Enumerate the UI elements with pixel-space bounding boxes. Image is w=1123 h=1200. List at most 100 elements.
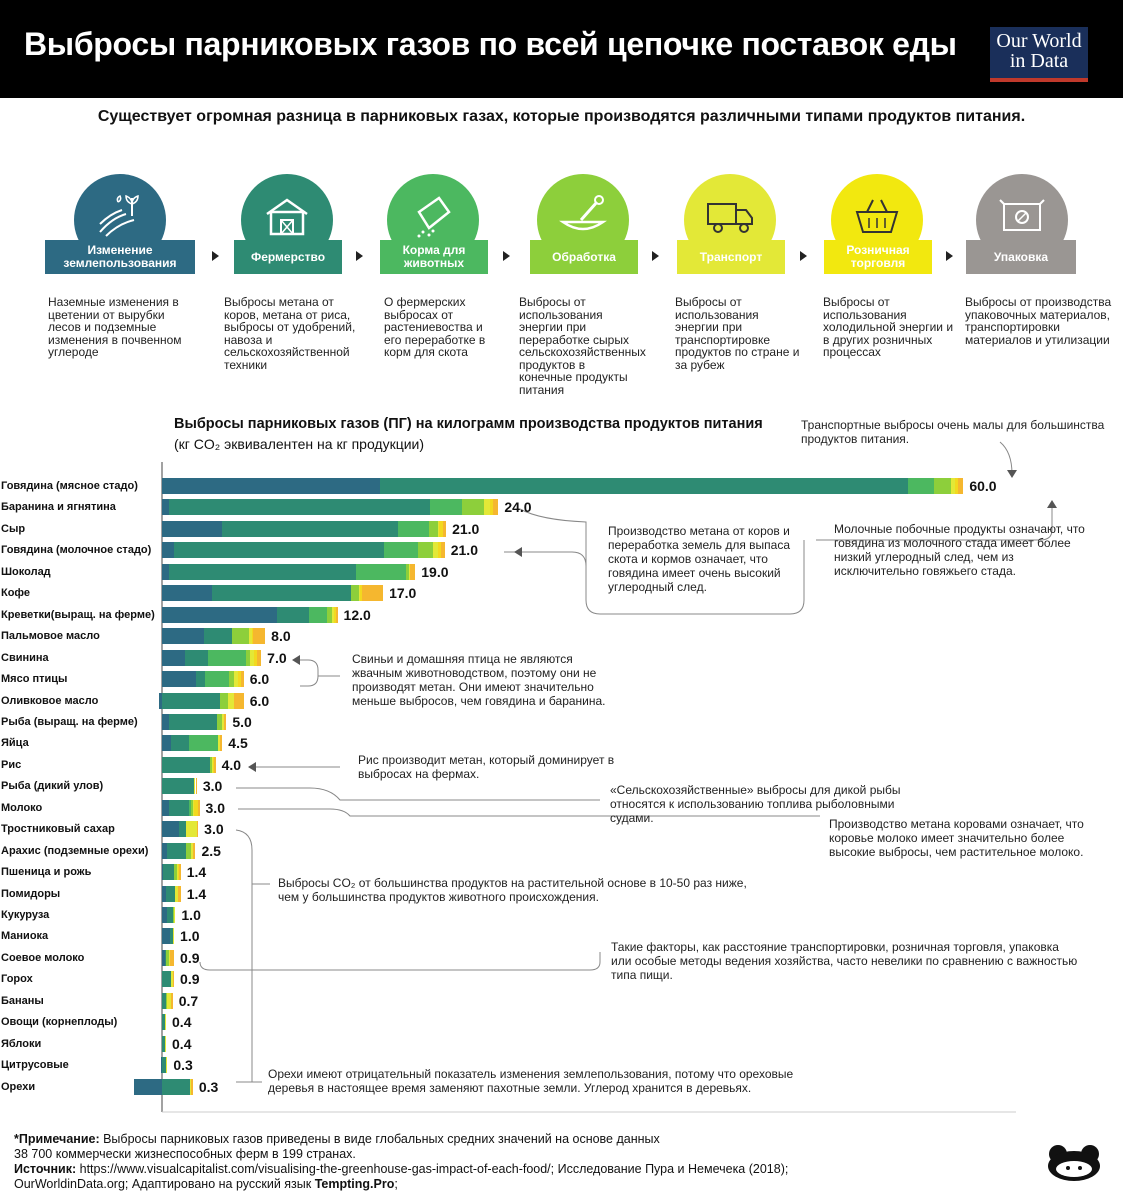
bar-segment[interactable] xyxy=(168,499,430,516)
bar-segment[interactable] xyxy=(191,1078,193,1095)
bar-segment[interactable] xyxy=(186,821,197,838)
bar-segment[interactable] xyxy=(195,671,205,688)
bar-segment[interactable] xyxy=(162,563,169,580)
bar-segment[interactable] xyxy=(164,949,166,966)
bar-segment[interactable] xyxy=(955,478,958,494)
bar-segment[interactable] xyxy=(179,864,181,881)
bar-segment[interactable] xyxy=(222,520,398,537)
bar-segment[interactable] xyxy=(443,520,447,537)
bar-segment[interactable] xyxy=(234,692,244,709)
bar-segment[interactable] xyxy=(162,649,185,666)
bar-segment[interactable] xyxy=(336,606,338,623)
bar-segment[interactable] xyxy=(222,713,224,730)
bar-segment[interactable] xyxy=(168,949,171,966)
bar-segment[interactable] xyxy=(162,864,164,881)
bar-segment[interactable] xyxy=(162,713,169,730)
bar-segment[interactable] xyxy=(194,799,199,816)
bar-segment[interactable] xyxy=(490,499,493,516)
bar-segment[interactable] xyxy=(162,671,196,688)
bar-segment[interactable] xyxy=(162,907,168,923)
bar-segment[interactable] xyxy=(250,649,255,666)
bar-segment[interactable] xyxy=(462,499,484,516)
source-text[interactable]: https://www.visualcapitalist.com/visuali… xyxy=(14,1162,789,1191)
bar-segment[interactable] xyxy=(162,842,168,859)
bar-segment[interactable] xyxy=(168,563,357,580)
bar-segment[interactable] xyxy=(198,799,200,816)
bar-segment[interactable] xyxy=(162,799,169,816)
bar-segment[interactable] xyxy=(168,799,189,816)
bar-segment[interactable] xyxy=(164,1035,166,1052)
bar-segment[interactable] xyxy=(397,520,429,537)
bar-segment[interactable] xyxy=(417,542,433,559)
bar-segment[interactable] xyxy=(174,864,177,881)
bar-segment[interactable] xyxy=(162,499,169,516)
bar-segment[interactable] xyxy=(171,735,189,752)
bar-segment[interactable] xyxy=(162,928,171,945)
bar-segment[interactable] xyxy=(253,628,266,645)
bar-segment[interactable] xyxy=(428,520,439,537)
bar-segment[interactable] xyxy=(246,649,251,666)
bar-segment[interactable] xyxy=(186,842,192,859)
bar-segment[interactable] xyxy=(162,1057,167,1074)
bar-segment[interactable] xyxy=(219,735,223,752)
bar-segment[interactable] xyxy=(167,842,187,859)
bar-segment[interactable] xyxy=(214,756,216,773)
bar-segment[interactable] xyxy=(162,971,172,988)
bar-segment[interactable] xyxy=(249,628,252,645)
bar-segment[interactable] xyxy=(166,1057,168,1074)
bar-segment[interactable] xyxy=(430,499,463,516)
bar-segment[interactable] xyxy=(172,971,175,988)
bar-segment[interactable] xyxy=(326,606,333,623)
bar-segment[interactable] xyxy=(219,692,228,709)
bar-segment[interactable] xyxy=(957,478,964,494)
bar-segment[interactable] xyxy=(409,563,416,580)
bar-segment[interactable] xyxy=(234,671,239,688)
bar-segment[interactable] xyxy=(162,628,204,645)
bar-segment[interactable] xyxy=(162,949,165,966)
bar-segment[interactable] xyxy=(167,907,173,923)
bar-segment[interactable] xyxy=(172,928,175,945)
bar-segment[interactable] xyxy=(908,478,934,494)
bar-segment[interactable] xyxy=(166,992,168,1009)
bar-segment[interactable] xyxy=(166,885,176,902)
bar-segment[interactable] xyxy=(257,649,262,666)
bar-segment[interactable] xyxy=(170,949,175,966)
bar-segment[interactable] xyxy=(210,756,212,773)
bar-segment[interactable] xyxy=(384,542,418,559)
bar-segment[interactable] xyxy=(188,735,219,752)
owid-logo[interactable]: Our World in Data xyxy=(990,27,1088,82)
bar-segment[interactable] xyxy=(223,713,227,730)
bar-segment[interactable] xyxy=(191,842,193,859)
bar-segment[interactable] xyxy=(405,563,409,580)
bar-segment[interactable] xyxy=(188,799,192,816)
source-site[interactable]: Tempting.Pro xyxy=(314,1177,395,1191)
bar-segment[interactable] xyxy=(164,1014,166,1031)
bar-segment[interactable] xyxy=(160,1057,162,1074)
bar-segment[interactable] xyxy=(162,585,212,602)
bar-segment[interactable] xyxy=(229,671,235,688)
bar-segment[interactable] xyxy=(176,864,179,881)
bar-segment[interactable] xyxy=(203,628,232,645)
bar-segment[interactable] xyxy=(332,606,334,623)
bar-segment[interactable] xyxy=(178,885,181,902)
bar-segment[interactable] xyxy=(432,542,439,559)
bar-segment[interactable] xyxy=(356,563,406,580)
bar-segment[interactable] xyxy=(195,778,197,795)
bar-segment[interactable] xyxy=(167,992,172,1009)
bar-segment[interactable] xyxy=(227,692,235,709)
bar-segment[interactable] xyxy=(162,885,167,902)
bar-segment[interactable] xyxy=(238,671,242,688)
bar-segment[interactable] xyxy=(159,692,162,709)
bar-segment[interactable] xyxy=(191,799,193,816)
bar-segment[interactable] xyxy=(951,478,956,494)
bar-segment[interactable] xyxy=(162,821,180,838)
bar-segment[interactable] xyxy=(333,606,337,623)
bar-segment[interactable] xyxy=(251,628,254,645)
bar-segment[interactable] xyxy=(360,585,362,602)
bar-segment[interactable] xyxy=(162,992,167,1009)
bar-segment[interactable] xyxy=(133,1078,162,1095)
bar-segment[interactable] xyxy=(190,1078,192,1095)
bar-segment[interactable] xyxy=(168,713,217,730)
bar-segment[interactable] xyxy=(184,649,208,666)
bar-segment[interactable] xyxy=(492,499,499,516)
